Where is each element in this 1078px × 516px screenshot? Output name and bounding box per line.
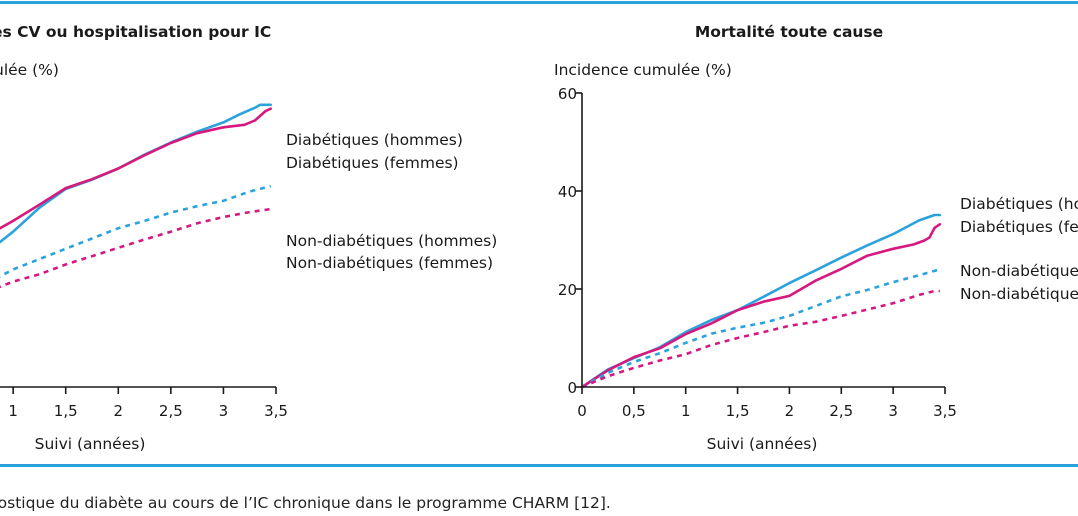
series-line-non-diabetic-women	[581, 289, 940, 389]
legend-label: Non-diabétiques (femmes)	[960, 285, 1078, 303]
chart-title: Mortalité toute cause	[695, 23, 883, 41]
y-axis-label: Incidence cumulée (%)	[554, 61, 732, 79]
y-axis-label: ulée (%)	[0, 61, 59, 79]
x-tick-label: 1,5	[54, 402, 78, 420]
x-tick-label: 1,5	[726, 402, 750, 420]
chart-panel-cv-death-or-hf: ès CV ou hospitalisation pour IC ulée (%…	[0, 23, 497, 453]
series-line-non-diabetic-women	[0, 207, 271, 289]
y-tick-label: 0	[567, 379, 577, 397]
x-tick-label: 2,5	[159, 402, 183, 420]
x-tick-label: 3	[219, 402, 229, 420]
series-line-diabetic-women	[580, 223, 942, 389]
bottom-rule	[0, 464, 1078, 467]
legend-label: Diabétiques (femmes)	[286, 154, 459, 172]
top-rule	[0, 1, 1078, 4]
x-tick-label: 1	[681, 402, 691, 420]
legend-label: Non-diabétiques (femmes)	[286, 254, 493, 272]
x-axis-label: Suivi (années)	[35, 435, 146, 453]
x-tick-label: 3,5	[264, 402, 288, 420]
x-tick-label: 3	[888, 402, 898, 420]
legend-label: Diabétiques (hommes)	[960, 195, 1078, 213]
x-axis-label: Suivi (années)	[707, 435, 818, 453]
legend-label: Non-diabétiques (hommes)	[286, 232, 497, 250]
y-tick-label: 20	[558, 281, 577, 299]
legend-label: Diabétiques (hommes)	[286, 131, 463, 149]
series-line-non-diabetic-men	[581, 268, 941, 389]
x-tick-label: 0,5	[622, 402, 646, 420]
chart-title: ès CV ou hospitalisation pour IC	[0, 23, 271, 41]
charts-canvas: ès CV ou hospitalisation pour IC ulée (%…	[0, 23, 1078, 453]
x-tick-label: 0	[577, 402, 587, 420]
legend-label: Diabétiques (femmes)	[960, 218, 1078, 236]
figure-caption: gnostique du diabète au cours de l’IC ch…	[0, 494, 611, 512]
y-tick-label: 60	[558, 85, 577, 103]
series-line-diabetic-men	[580, 213, 942, 389]
x-tick-label: 2	[785, 402, 795, 420]
x-tick-label: 3,5	[933, 402, 957, 420]
chart-panel-all-cause-mortality: Mortalité toute cause Incidence cumulée …	[554, 23, 1078, 453]
legend-label: Non-diabétiques (hommes)	[960, 262, 1078, 280]
y-tick-label: 40	[558, 183, 577, 201]
x-tick-label: 2,5	[829, 402, 853, 420]
x-tick-label: 1	[8, 402, 18, 420]
x-tick-label: 2	[114, 402, 124, 420]
series-line-non-diabetic-men	[0, 184, 272, 278]
series-line-diabetic-women	[0, 107, 273, 230]
